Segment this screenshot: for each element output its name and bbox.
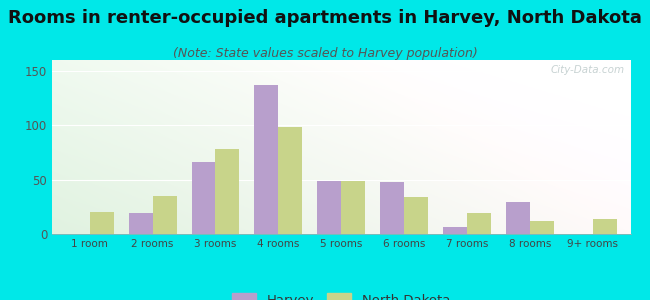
Bar <box>443 227 467 234</box>
Text: Rooms in renter-occupied apartments in Harvey, North Dakota: Rooms in renter-occupied apartments in H… <box>8 9 642 27</box>
Bar <box>467 213 491 234</box>
Bar <box>90 212 114 234</box>
Bar <box>192 162 216 234</box>
Bar <box>278 128 302 234</box>
Bar <box>506 202 530 234</box>
Bar <box>216 149 239 234</box>
Bar <box>317 181 341 234</box>
Legend: Harvey, North Dakota: Harvey, North Dakota <box>228 289 454 300</box>
Bar <box>530 221 554 234</box>
Bar <box>380 182 404 234</box>
Bar <box>404 197 428 234</box>
Bar <box>593 219 617 234</box>
Text: (Note: State values scaled to Harvey population): (Note: State values scaled to Harvey pop… <box>173 46 477 59</box>
Bar <box>341 181 365 234</box>
Bar <box>153 196 177 234</box>
Bar <box>255 85 278 234</box>
Text: City-Data.com: City-Data.com <box>551 65 625 75</box>
Bar <box>129 213 153 234</box>
